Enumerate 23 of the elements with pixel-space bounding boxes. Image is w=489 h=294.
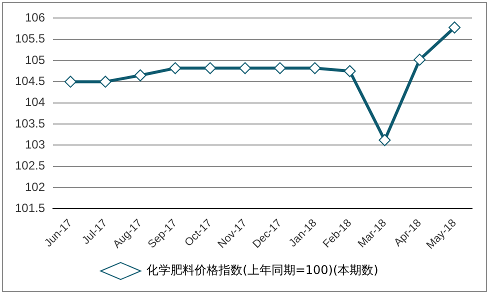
point bbox=[344, 65, 356, 78]
y-tick-label: 106 bbox=[25, 10, 46, 25]
point bbox=[239, 62, 252, 74]
point bbox=[134, 69, 146, 82]
y-tick-label: 102 bbox=[25, 180, 46, 194]
y-tick-label: 105 bbox=[25, 52, 46, 67]
point bbox=[274, 62, 286, 74]
y-tick-label: 101.5 bbox=[15, 201, 46, 216]
y-tick-label: 105.5 bbox=[15, 32, 46, 46]
point bbox=[99, 76, 112, 88]
legend-label: 化学肥料价格指数(上年同期=100)(本期数) bbox=[146, 263, 378, 278]
y-tick-label: 102.5 bbox=[15, 158, 46, 173]
y-tick-label: 104 bbox=[25, 95, 46, 110]
y-tick-label: 104.5 bbox=[15, 74, 46, 88]
y-tick-label: 103 bbox=[25, 138, 46, 152]
point bbox=[414, 54, 426, 66]
point bbox=[378, 134, 391, 146]
y-tick-label: 103.5 bbox=[15, 116, 46, 130]
point bbox=[204, 62, 216, 74]
point bbox=[169, 62, 182, 74]
point bbox=[448, 22, 461, 34]
point bbox=[308, 62, 321, 74]
point bbox=[64, 76, 76, 88]
